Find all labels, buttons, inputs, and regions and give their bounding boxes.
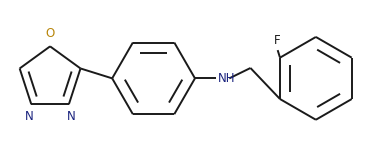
Text: N: N xyxy=(25,110,33,123)
Text: O: O xyxy=(46,27,55,40)
Text: NH: NH xyxy=(218,72,235,85)
Text: F: F xyxy=(275,34,281,47)
Text: N: N xyxy=(67,110,76,123)
